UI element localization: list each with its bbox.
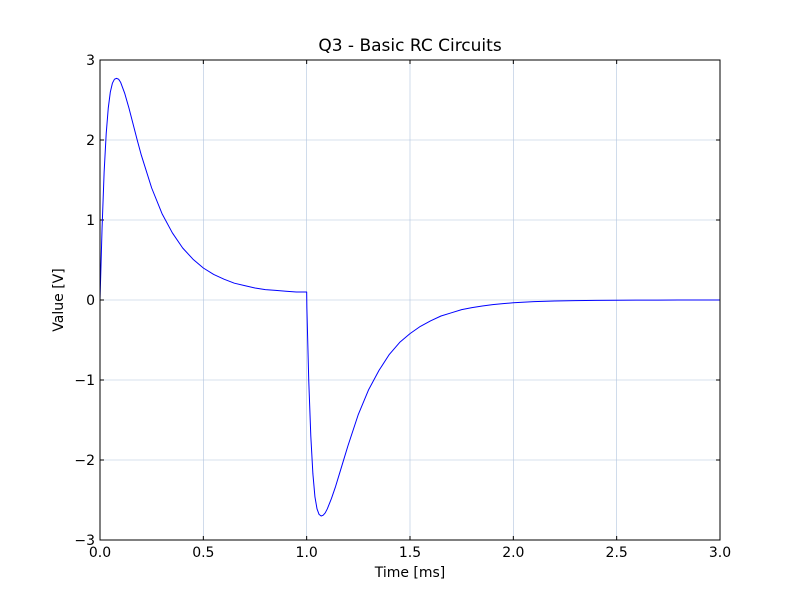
y-tick-label: −2 (74, 453, 95, 469)
y-tick-label: −1 (74, 373, 95, 389)
x-tick-label: 2.0 (502, 545, 524, 561)
x-tick-label: 2.5 (606, 545, 628, 561)
plot-series (99, 77, 721, 517)
chart-title: Q3 - Basic RC Circuits (318, 36, 502, 56)
y-tick-label: 1 (86, 213, 95, 229)
x-tick-label: 0.0 (89, 545, 111, 561)
x-tick-label: 1.5 (399, 545, 421, 561)
x-tick-label: 1.0 (296, 545, 318, 561)
y-tick-label: −3 (74, 533, 95, 549)
x-tick-label: 0.5 (192, 545, 214, 561)
tick-labels: 0.0 0.5 1.0 1.5 2.0 2.5 3.0 −3 −2 −1 0 1 2 3 (74, 53, 731, 561)
y-tick-label: 2 (86, 133, 95, 149)
y-tick-label: 0 (86, 293, 95, 309)
plot-frame (99, 59, 721, 541)
y-tick-label: 3 (86, 53, 95, 69)
y-axis-label: Value [V] (51, 268, 67, 331)
x-axis-label: Time [ms] (374, 565, 446, 581)
series-line (99, 77, 721, 517)
x-tick-label: 3.0 (709, 545, 731, 561)
